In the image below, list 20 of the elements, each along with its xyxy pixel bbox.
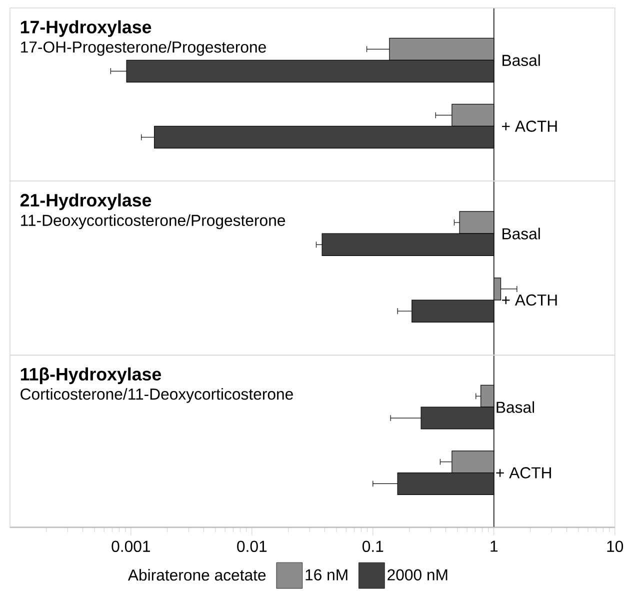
text: 11β-Hydroxylase: [20, 368, 162, 384]
y-tick-label: + ACTH: [496, 467, 551, 479]
legend-label: 16 nM: [306, 569, 348, 581]
text: 17-Hydroxylase: [20, 20, 152, 38]
text: 21-Hydroxylase: [20, 194, 152, 210]
y-tick-label: Basal: [502, 54, 540, 66]
legend-label: 2000 nM: [388, 569, 448, 581]
text: 17-OH-Progesterone/Progesterone: [21, 41, 266, 56]
y-tick-label: + ACTH: [502, 294, 557, 306]
text: Corticosterone/11-Deoxycorticosterone: [20, 388, 293, 404]
x-tick-label: 0.001: [112, 540, 150, 552]
x-tick-label: 0.1: [362, 540, 384, 552]
y-tick-label: + ACTH: [502, 120, 557, 132]
legend-title: Abiraterone acetate: [128, 569, 266, 581]
x-tick-label: 0.01: [237, 540, 267, 552]
y-tick-label: Basal: [496, 401, 534, 414]
y-tick-label: Basal: [502, 228, 540, 240]
x-tick-label: 10: [607, 540, 624, 552]
text: 11-Deoxycorticosterone/Progesterone: [21, 214, 286, 230]
x-tick-label: 1: [490, 540, 498, 552]
